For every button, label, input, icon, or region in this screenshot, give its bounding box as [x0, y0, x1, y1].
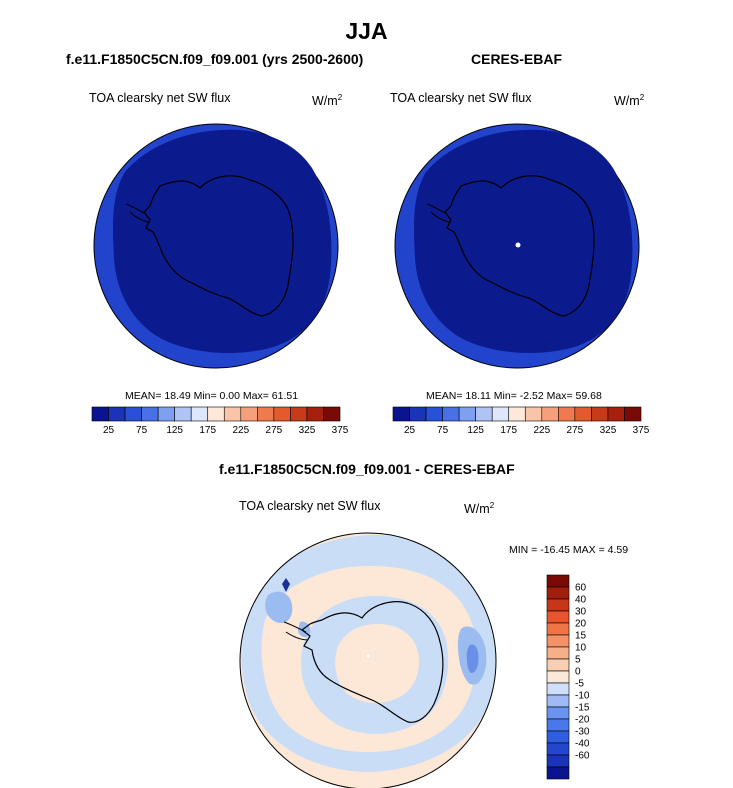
diff-colorbar-box	[546, 682, 570, 696]
left-units-label: W/m2	[312, 93, 343, 109]
diff-colorbar-box	[546, 634, 570, 648]
right-colorbar-tick-label: 75	[437, 425, 449, 436]
right-stats: MEAN= 18.11 Min= -2.52 Max= 59.68	[426, 390, 602, 402]
left-peninsula-coastline	[125, 203, 149, 223]
left-variable-label: TOA clearsky net SW flux	[89, 91, 231, 105]
diff-map-field	[240, 533, 496, 788]
right-variable-label: TOA clearsky net SW flux	[390, 91, 532, 105]
left-panel-title: f.e11.F1850C5CN.f09_f09.001 (yrs 2500-26…	[66, 51, 364, 67]
right-colorbar-tick-label: 25	[404, 425, 416, 436]
right-colorbar: 25 75 125 175 225 275 325 375	[392, 406, 650, 436]
left-colorbar-tick-label: 225	[232, 425, 249, 436]
left-colorbar-tick-label: 75	[136, 425, 148, 436]
diff-colorbar-box	[546, 742, 570, 756]
diff-colorbar-box	[546, 658, 570, 672]
diff-colorbar-tick-label: -15	[575, 703, 590, 714]
diff-colorbar-box	[546, 706, 570, 720]
diff-colorbar-box	[546, 718, 570, 732]
diff-colorbar-box	[546, 574, 570, 588]
right-peninsula-coastline	[426, 203, 450, 223]
diff-panel-title: f.e11.F1850C5CN.f09_f09.001 - CERES-EBAF	[219, 461, 515, 477]
left-colorbar-tick-label: 25	[103, 425, 115, 436]
right-panel-title: CERES-EBAF	[471, 51, 563, 67]
diff-colorbar-box	[546, 610, 570, 624]
right-colorbar-tick-label: 375	[633, 425, 650, 436]
right-units-label: W/m2	[614, 93, 645, 109]
diff-colorbar-tick-label: 5	[575, 655, 581, 666]
diff-colorbar-tick-label: -10	[575, 691, 590, 702]
diff-stats: MIN = -16.45 MAX = 4.59	[509, 544, 629, 556]
left-colorbar-tick-label: 375	[332, 425, 349, 436]
diff-variable-label: TOA clearsky net SW flux	[239, 499, 381, 513]
diff-colorbar-tick-label: 0	[575, 667, 581, 678]
left-stats: MEAN= 18.49 Min= 0.00 Max= 61.51	[125, 390, 299, 402]
diff-colorbar-tick-label: 40	[575, 595, 587, 606]
diff-colorbar-box	[546, 598, 570, 612]
diff-colorbar-tick-label: 10	[575, 643, 587, 654]
diff-colorbar-box	[546, 670, 570, 684]
right-colorbar-box	[624, 406, 642, 422]
right-colorbar-tick-label: 125	[467, 425, 484, 436]
right-colorbar-tick-label: 175	[500, 425, 517, 436]
diff-pole-marker	[366, 654, 370, 658]
diff-colorbar-box	[546, 694, 570, 708]
diff-colorbar-tick-label: -20	[575, 715, 590, 726]
diff-colorbar-box	[546, 730, 570, 744]
right-colorbar-tick-label: 275	[567, 425, 584, 436]
season-title: JJA	[345, 18, 388, 44]
diff-colorbar-tick-label: 20	[575, 619, 587, 630]
left-colorbar-tick-label: 175	[199, 425, 216, 436]
right-colorbar-tick-label: 225	[533, 425, 550, 436]
diff-colorbar-tick-label: -60	[575, 751, 590, 762]
left-colorbar-tick-label: 275	[266, 425, 283, 436]
diff-units-label: W/m2	[464, 501, 495, 517]
left-colorbar-tick-label: 325	[299, 425, 316, 436]
diff-colorbar-tick-label: 30	[575, 607, 587, 618]
diff-colorbar-box	[546, 622, 570, 636]
diff-colorbar-tick-label: 60	[575, 583, 587, 594]
diff-antarctica-coastline	[301, 601, 444, 723]
diff-colorbar-tick-label: 15	[575, 631, 587, 642]
diff-colorbar-box	[546, 754, 570, 768]
left-antarctica-coastline	[143, 175, 294, 317]
left-colorbar-tick-label: 125	[166, 425, 183, 436]
left-colorbar-box	[323, 406, 341, 422]
diff-colorbar-box	[546, 586, 570, 600]
diff-colorbar-tick-label: -40	[575, 739, 590, 750]
right-colorbar-tick-label: 325	[600, 425, 617, 436]
right-antarctica-coastline	[444, 175, 595, 317]
diff-colorbar-tick-label: -5	[575, 679, 584, 690]
diff-colorbar-tick-label: -30	[575, 727, 590, 738]
diff-peninsula-coastline	[283, 621, 309, 641]
diff-colorbar-box	[546, 766, 570, 780]
diff-colorbar-box	[546, 646, 570, 660]
right-pole-marker	[515, 242, 521, 248]
left-colorbar: 25 75 125 175 225 275 325 375	[91, 406, 349, 436]
